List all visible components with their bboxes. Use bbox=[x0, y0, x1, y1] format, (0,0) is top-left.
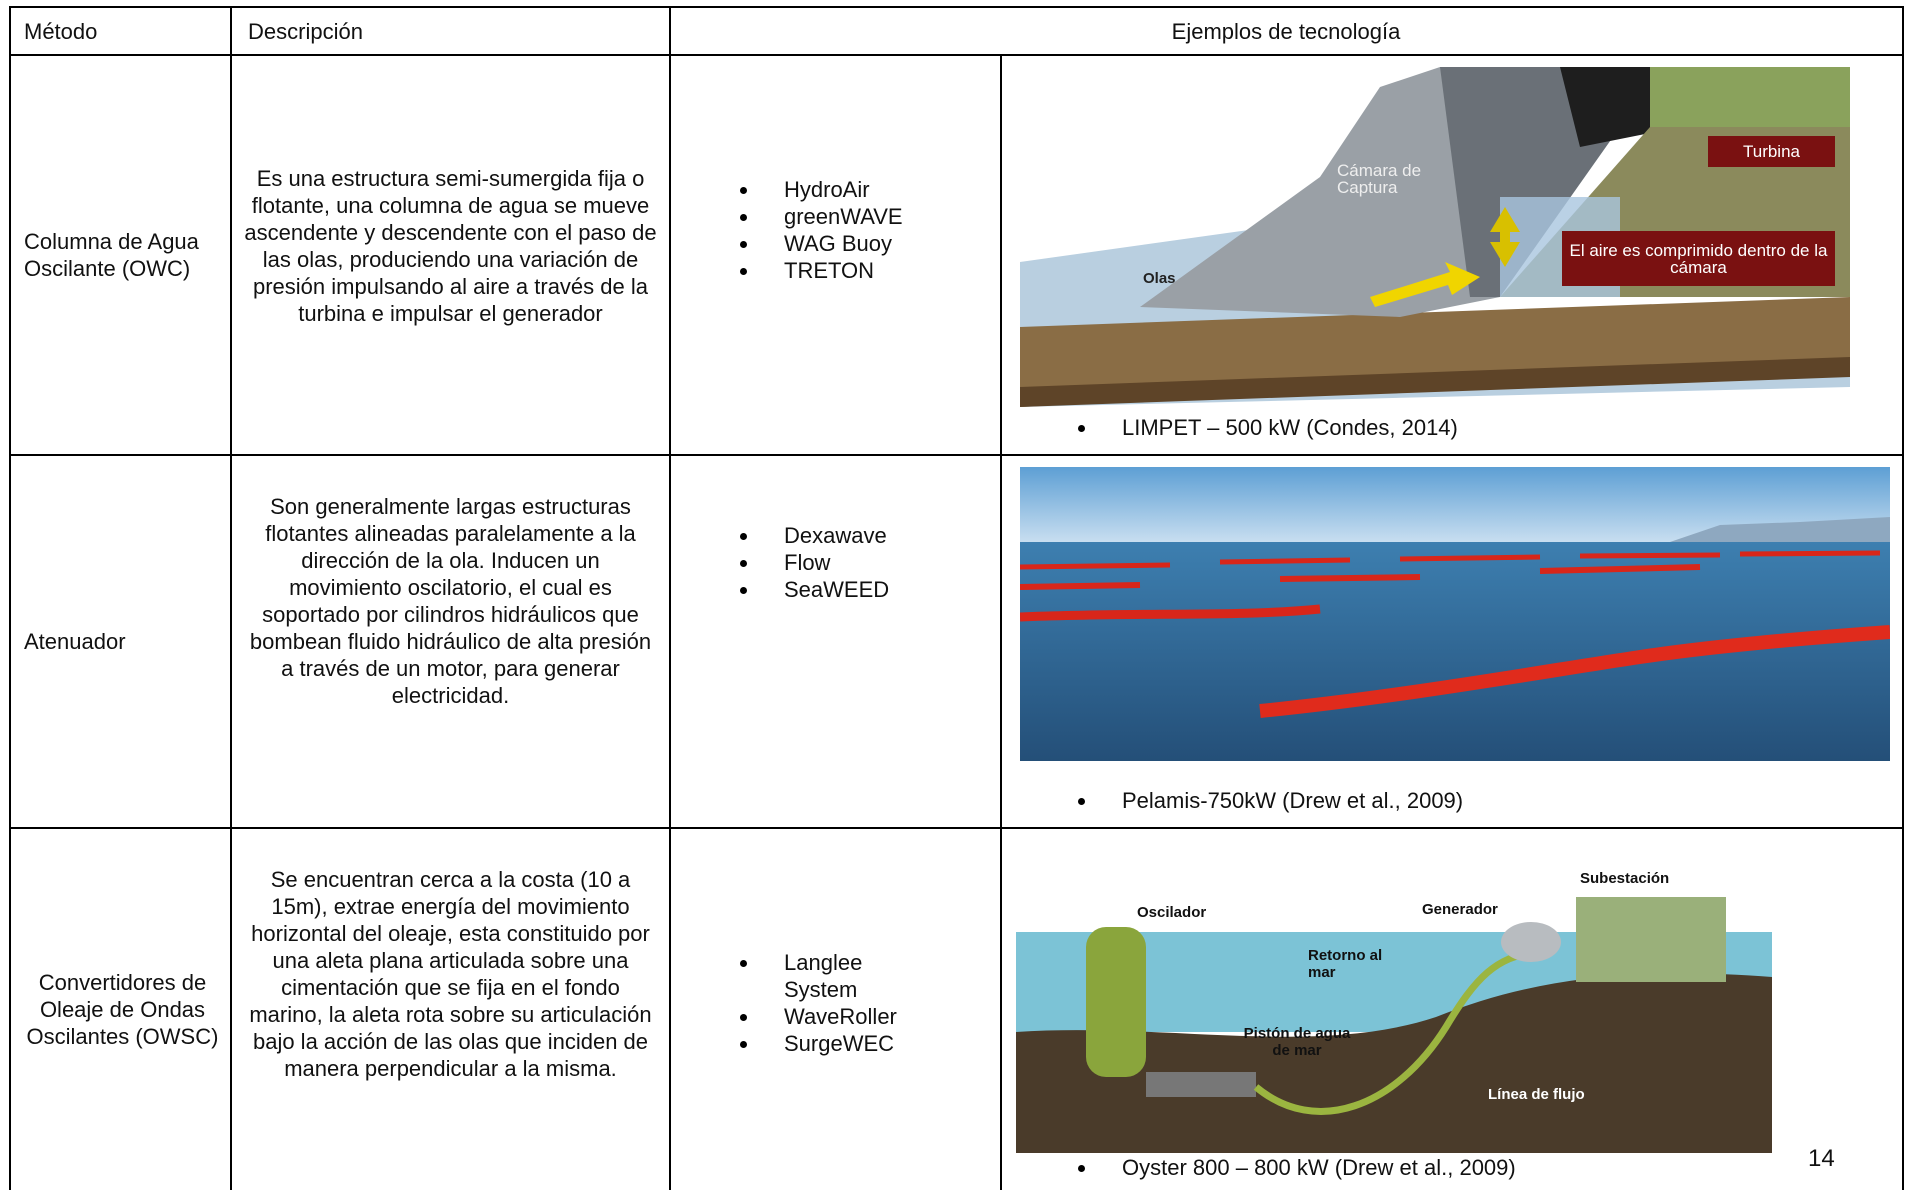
flow-line bbox=[1253, 948, 1537, 1115]
table-border bbox=[230, 6, 232, 1190]
header-cell: Ejemplos de tecnología bbox=[1171, 18, 1401, 44]
figure-label: Línea de flujo bbox=[1488, 1086, 1585, 1103]
figure-label: Oscilador bbox=[1137, 904, 1207, 921]
figure-caption: LIMPET – 500 kW (Condes, 2014) bbox=[1078, 415, 1458, 440]
figure-label: Retorno al mar bbox=[1308, 947, 1383, 981]
technology-item: TRETON bbox=[730, 257, 903, 284]
technology-cell: Dexawave Flow SeaWEED bbox=[730, 456, 1000, 827]
technology-item: greenWAVE bbox=[730, 203, 903, 230]
figure-label: Cámara de Captura bbox=[1337, 161, 1422, 197]
technology-list: Dexawave Flow SeaWEED bbox=[730, 522, 889, 603]
pelamis bbox=[1020, 564, 1701, 590]
pelamis bbox=[1259, 625, 1890, 718]
table-border bbox=[10, 454, 1904, 456]
ground-front bbox=[1020, 357, 1850, 407]
technology-item: Langlee System bbox=[730, 949, 924, 1003]
mountains bbox=[1670, 517, 1890, 542]
description-cell: Son generalmente largas estructuras flot… bbox=[249, 494, 652, 708]
figure-owc bbox=[1020, 67, 1850, 407]
technology-item: HydroAir bbox=[730, 176, 903, 203]
technology-item: SeaWEED bbox=[730, 576, 889, 603]
table-border bbox=[9, 6, 11, 1190]
method-cell: Columna de Agua Oscilante (OWC) bbox=[24, 229, 199, 281]
arrow bbox=[1370, 262, 1480, 307]
table-border bbox=[10, 6, 1904, 8]
technology-list: HydroAir greenWAVE WAG Buoy TRETON bbox=[730, 176, 903, 284]
technology-cell: Langlee System WaveRoller SurgeWEC bbox=[730, 829, 1000, 1190]
table-border bbox=[1000, 55, 1002, 1190]
figure-label: Subestación bbox=[1580, 870, 1670, 887]
technology-list: Langlee System WaveRoller SurgeWEC bbox=[730, 949, 924, 1057]
figure-label: El aire es comprimido dentro de la cámar… bbox=[1562, 231, 1835, 286]
table-border bbox=[1902, 6, 1904, 1190]
figure-oyster bbox=[1016, 897, 1772, 1153]
pelamis bbox=[1020, 604, 1321, 622]
technology-item: SurgeWEC bbox=[730, 1030, 924, 1057]
method-cell: Convertidores de Oleaje de Ondas Oscilan… bbox=[26, 970, 219, 1049]
table-border bbox=[10, 54, 1904, 56]
table-border bbox=[10, 827, 1904, 829]
oscillator bbox=[1086, 927, 1146, 1077]
piston bbox=[1146, 1072, 1256, 1097]
technology-item: WAG Buoy bbox=[730, 230, 903, 257]
figure-label: Generador bbox=[1422, 901, 1498, 918]
figure-label: Olas bbox=[1143, 270, 1176, 287]
technology-item: Dexawave bbox=[730, 522, 889, 549]
page-number: 14 bbox=[1808, 1145, 1835, 1172]
sea bbox=[1020, 542, 1890, 761]
table-border bbox=[669, 6, 671, 1190]
description-cell: Es una estructura semi-sumergida fija o … bbox=[244, 166, 657, 326]
generator bbox=[1501, 922, 1561, 962]
figure-label: Turbina bbox=[1708, 136, 1835, 167]
seabed bbox=[1016, 973, 1772, 1153]
technology-cell: HydroAir greenWAVE WAG Buoy TRETON bbox=[730, 56, 1000, 454]
header-cell: Descripción bbox=[248, 18, 363, 44]
figure-pelamis bbox=[1020, 467, 1890, 761]
pelamis bbox=[1020, 550, 1881, 570]
technology-item: Flow bbox=[730, 549, 889, 576]
description-cell: Se encuentran cerca a la costa (10 a 15m… bbox=[249, 867, 652, 1081]
figure-caption: Oyster 800 – 800 kW (Drew et al., 2009) bbox=[1078, 1155, 1516, 1180]
figure-caption: Pelamis-750kW (Drew et al., 2009) bbox=[1077, 788, 1464, 813]
arrow bbox=[1490, 207, 1520, 267]
figure-label: Pistón de agua de mar bbox=[1243, 1025, 1351, 1059]
header-cell: Método bbox=[24, 18, 98, 44]
method-cell: Atenuador bbox=[24, 629, 126, 654]
turbine bbox=[1650, 67, 1850, 127]
technology-item: WaveRoller bbox=[730, 1003, 924, 1030]
substation bbox=[1576, 897, 1726, 982]
